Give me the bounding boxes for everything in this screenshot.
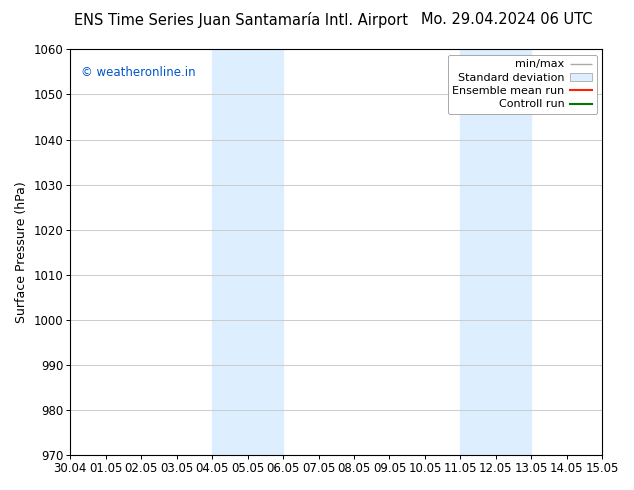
Legend: min/max, Standard deviation, Ensemble mean run, Controll run: min/max, Standard deviation, Ensemble me… <box>448 55 597 114</box>
Text: Mo. 29.04.2024 06 UTC: Mo. 29.04.2024 06 UTC <box>422 12 593 27</box>
Text: ENS Time Series Juan Santamaría Intl. Airport: ENS Time Series Juan Santamaría Intl. Ai… <box>74 12 408 28</box>
Text: © weatheronline.in: © weatheronline.in <box>81 66 195 78</box>
Y-axis label: Surface Pressure (hPa): Surface Pressure (hPa) <box>15 181 28 323</box>
Bar <box>460 49 531 455</box>
Bar <box>212 49 283 455</box>
